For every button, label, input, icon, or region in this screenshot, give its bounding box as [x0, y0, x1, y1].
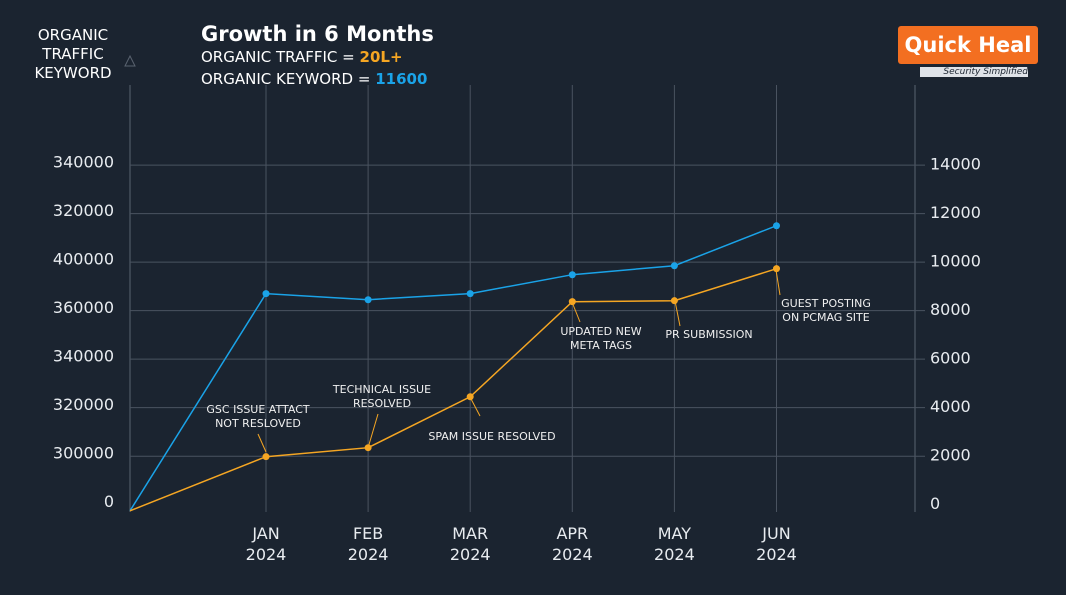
y-tick-label: 4000 [930, 397, 971, 416]
keyword-total: 11600 [375, 70, 428, 88]
y-tick-label: 14000 [930, 155, 981, 174]
chart-title: Growth in 6 Months [201, 22, 434, 46]
subtitle: ORGANIC TRAFFIC = 20L+ [201, 48, 403, 66]
annotation: PR SUBMISSION [665, 328, 753, 341]
data-point [466, 393, 474, 401]
data-point [670, 297, 678, 305]
y-tick-label: 8000 [930, 300, 971, 319]
data-point [773, 265, 780, 273]
x-tick-label: APR 2024 [551, 524, 593, 564]
data-point [466, 290, 474, 298]
left-axis-label: 360000 [53, 298, 114, 317]
annotation-leader [674, 300, 681, 327]
y-tick-label: 6000 [930, 349, 971, 368]
x-tick-label: FEB 2024 [347, 524, 389, 564]
data-point [568, 271, 576, 279]
data-point [262, 290, 270, 298]
left-axis-label: 340000 [53, 153, 114, 172]
annotation-leader [571, 301, 581, 323]
left-axis-label: 320000 [53, 395, 114, 414]
annotation-leader [257, 433, 267, 453]
x-tick-label: JAN 2024 [245, 524, 287, 564]
y-tick-label: 12000 [930, 203, 981, 222]
left-axis-label: 320000 [53, 201, 114, 220]
y-tick-label: 10000 [930, 252, 981, 271]
data-point [364, 444, 372, 452]
annotation: TECHNICAL ISSUE RESOLVED [332, 383, 432, 410]
annotation: GSC ISSUE ATTACT NOT RESLOVED [206, 403, 310, 430]
left-axis-label: 0 [104, 492, 114, 511]
annotation: UPDATED NEW META TAGS [560, 325, 642, 352]
left-axis-title: ORGANIC TRAFFIC KEYWORD [34, 26, 112, 82]
logo-tagline: Security Simplified [920, 67, 1028, 77]
x-tick-label: JUN 2024 [756, 524, 797, 564]
series-line [129, 225, 777, 512]
data-point [364, 296, 372, 304]
annotation: GUEST POSTING ON PCMAG SITE [781, 297, 871, 324]
data-point [262, 453, 270, 461]
annotation-leader [367, 413, 379, 449]
y-tick-label: 0 [930, 494, 940, 513]
data-point [773, 222, 780, 230]
subtitle: ORGANIC KEYWORD = 11600 [201, 70, 427, 88]
data-point [670, 262, 678, 270]
left-axis-label: 300000 [53, 444, 114, 463]
left-axis-label: 400000 [53, 250, 114, 269]
traffic-total: 20L+ [359, 48, 403, 66]
annotation-leader [775, 269, 781, 296]
subtitle-text: ORGANIC TRAFFIC = [201, 48, 355, 66]
subtitle-text: ORGANIC KEYWORD = [201, 70, 371, 88]
annotation-leader [469, 396, 481, 417]
y-tick-label: 2000 [930, 446, 971, 465]
logo: Quick Heal [898, 26, 1038, 64]
x-tick-label: MAY 2024 [654, 524, 695, 564]
left-axis-label: 340000 [53, 347, 114, 366]
axis-arrow [124, 54, 136, 67]
data-point [568, 298, 576, 306]
annotation: SPAM ISSUE RESOLVED [428, 430, 556, 443]
series-line [129, 267, 777, 512]
x-tick-label: MAR 2024 [449, 524, 491, 564]
